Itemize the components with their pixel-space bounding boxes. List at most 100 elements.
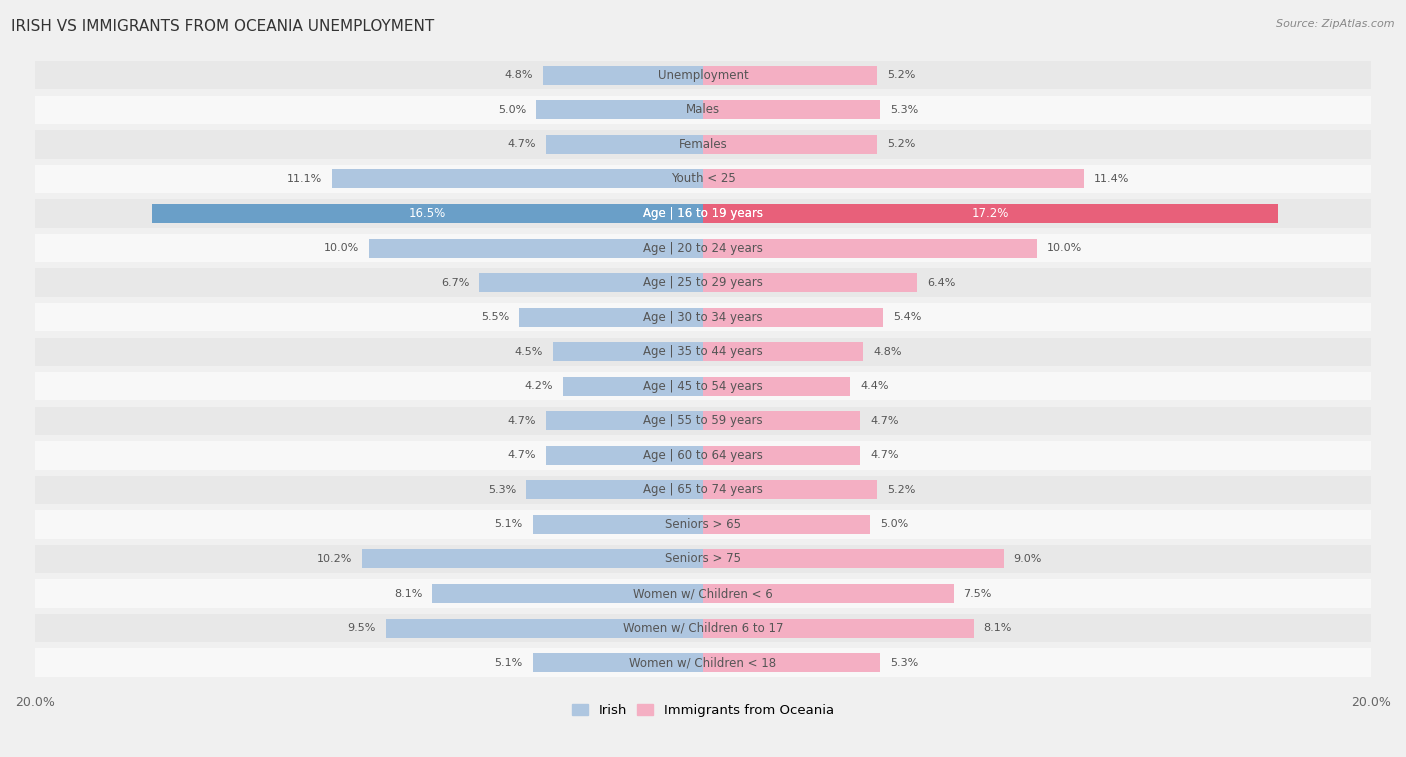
- Bar: [536, 101, 703, 120]
- Text: 5.1%: 5.1%: [495, 658, 523, 668]
- Bar: [35, 165, 1371, 193]
- Text: 4.7%: 4.7%: [870, 416, 898, 425]
- Bar: [35, 579, 1371, 608]
- Text: 10.0%: 10.0%: [1047, 243, 1083, 253]
- Text: 5.2%: 5.2%: [887, 139, 915, 149]
- Text: Women w/ Children < 18: Women w/ Children < 18: [630, 656, 776, 669]
- Bar: [35, 95, 1371, 124]
- Bar: [35, 303, 1371, 332]
- Text: 9.0%: 9.0%: [1014, 554, 1042, 564]
- Text: 11.4%: 11.4%: [1094, 174, 1129, 184]
- Bar: [703, 584, 953, 603]
- Bar: [533, 653, 703, 672]
- Text: 4.5%: 4.5%: [515, 347, 543, 357]
- Text: Age | 16 to 19 years: Age | 16 to 19 years: [643, 207, 763, 220]
- Text: 5.4%: 5.4%: [893, 312, 922, 322]
- Bar: [703, 101, 880, 120]
- Bar: [385, 618, 703, 637]
- Text: Age | 30 to 34 years: Age | 30 to 34 years: [643, 310, 763, 324]
- Text: Seniors > 75: Seniors > 75: [665, 553, 741, 565]
- Bar: [703, 515, 870, 534]
- Bar: [332, 170, 703, 188]
- Bar: [703, 411, 860, 430]
- Text: 4.7%: 4.7%: [508, 139, 536, 149]
- Bar: [35, 649, 1371, 677]
- Bar: [519, 307, 703, 327]
- Text: 5.0%: 5.0%: [880, 519, 908, 529]
- Bar: [553, 342, 703, 361]
- Text: 7.5%: 7.5%: [963, 588, 991, 599]
- Bar: [703, 135, 877, 154]
- Bar: [703, 238, 1038, 257]
- Text: 6.4%: 6.4%: [927, 278, 955, 288]
- Bar: [433, 584, 703, 603]
- Text: 11.1%: 11.1%: [287, 174, 322, 184]
- Bar: [479, 273, 703, 292]
- Bar: [526, 481, 703, 500]
- Text: Females: Females: [679, 138, 727, 151]
- Text: 5.3%: 5.3%: [890, 105, 918, 115]
- Text: 5.1%: 5.1%: [495, 519, 523, 529]
- Bar: [703, 170, 1084, 188]
- Text: 6.7%: 6.7%: [441, 278, 470, 288]
- Text: 5.5%: 5.5%: [481, 312, 509, 322]
- Text: 5.3%: 5.3%: [890, 658, 918, 668]
- Text: 8.1%: 8.1%: [394, 588, 422, 599]
- Bar: [703, 618, 973, 637]
- Text: 4.7%: 4.7%: [508, 416, 536, 425]
- Text: Age | 16 to 19 years: Age | 16 to 19 years: [643, 207, 763, 220]
- Bar: [35, 130, 1371, 158]
- Bar: [703, 481, 877, 500]
- Text: 17.2%: 17.2%: [972, 207, 1010, 220]
- Legend: Irish, Immigrants from Oceania: Irish, Immigrants from Oceania: [567, 699, 839, 723]
- Text: IRISH VS IMMIGRANTS FROM OCEANIA UNEMPLOYMENT: IRISH VS IMMIGRANTS FROM OCEANIA UNEMPLO…: [11, 19, 434, 34]
- Bar: [35, 234, 1371, 262]
- Text: 9.5%: 9.5%: [347, 623, 375, 633]
- Bar: [546, 446, 703, 465]
- Bar: [703, 204, 1278, 223]
- Bar: [152, 204, 703, 223]
- Text: Age | 55 to 59 years: Age | 55 to 59 years: [643, 414, 763, 427]
- Text: 4.8%: 4.8%: [505, 70, 533, 80]
- Bar: [533, 515, 703, 534]
- Text: 10.0%: 10.0%: [323, 243, 359, 253]
- Bar: [703, 653, 880, 672]
- Bar: [703, 66, 877, 85]
- Bar: [35, 199, 1371, 228]
- Text: 4.8%: 4.8%: [873, 347, 901, 357]
- Text: 4.2%: 4.2%: [524, 382, 553, 391]
- Bar: [35, 614, 1371, 642]
- Bar: [703, 273, 917, 292]
- Text: Age | 65 to 74 years: Age | 65 to 74 years: [643, 484, 763, 497]
- Text: Women w/ Children < 6: Women w/ Children < 6: [633, 587, 773, 600]
- Bar: [35, 338, 1371, 366]
- Text: Unemployment: Unemployment: [658, 69, 748, 82]
- Bar: [703, 377, 851, 396]
- Text: Source: ZipAtlas.com: Source: ZipAtlas.com: [1277, 19, 1395, 29]
- Text: 4.7%: 4.7%: [508, 450, 536, 460]
- Bar: [35, 475, 1371, 504]
- Text: 5.0%: 5.0%: [498, 105, 526, 115]
- Bar: [35, 441, 1371, 469]
- Text: Age | 20 to 24 years: Age | 20 to 24 years: [643, 241, 763, 254]
- Bar: [35, 545, 1371, 573]
- Text: Males: Males: [686, 104, 720, 117]
- Text: 5.2%: 5.2%: [887, 70, 915, 80]
- Bar: [543, 66, 703, 85]
- Bar: [703, 342, 863, 361]
- Text: Age | 25 to 29 years: Age | 25 to 29 years: [643, 276, 763, 289]
- Text: 16.5%: 16.5%: [409, 207, 446, 220]
- Text: Age | 45 to 54 years: Age | 45 to 54 years: [643, 380, 763, 393]
- Text: 10.2%: 10.2%: [316, 554, 353, 564]
- Text: 4.4%: 4.4%: [860, 382, 889, 391]
- Bar: [546, 135, 703, 154]
- Bar: [35, 269, 1371, 297]
- Text: 5.3%: 5.3%: [488, 485, 516, 495]
- Text: Seniors > 65: Seniors > 65: [665, 518, 741, 531]
- Text: Youth < 25: Youth < 25: [671, 173, 735, 185]
- Text: 8.1%: 8.1%: [984, 623, 1012, 633]
- Text: 5.2%: 5.2%: [887, 485, 915, 495]
- Bar: [35, 510, 1371, 538]
- Bar: [703, 307, 883, 327]
- Bar: [368, 238, 703, 257]
